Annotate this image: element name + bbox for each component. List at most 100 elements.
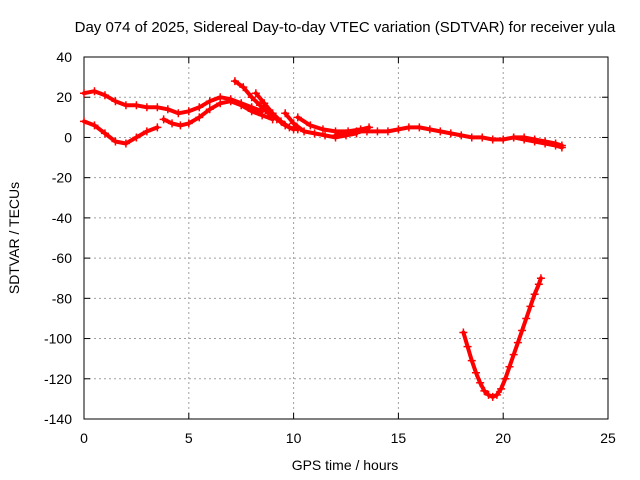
series-arc-8: [331, 123, 566, 150]
data-point: [258, 111, 267, 120]
data-point: [467, 356, 476, 365]
data-point: [121, 139, 130, 148]
data-point: [352, 127, 361, 136]
data-point: [415, 123, 424, 132]
data-point: [404, 123, 413, 132]
series-arc-9: [509, 133, 566, 152]
data-point: [174, 109, 183, 118]
data-point: [488, 392, 497, 401]
data-point: [121, 101, 130, 110]
data-point: [281, 109, 290, 118]
data-point: [237, 101, 246, 110]
data-point: [321, 131, 330, 140]
data-point: [163, 105, 172, 114]
data-point: [111, 137, 120, 146]
data-point: [216, 99, 225, 108]
data-point: [256, 101, 265, 110]
data-point: [446, 129, 455, 138]
data-point: [251, 89, 260, 98]
data-point: [526, 302, 535, 311]
data-point: [394, 125, 403, 134]
y-tick-label: -140: [44, 411, 72, 427]
data-point: [436, 127, 445, 136]
data-point: [342, 129, 350, 138]
y-tick-label: -40: [52, 210, 72, 226]
data-point: [467, 133, 476, 142]
data-point: [480, 386, 489, 395]
x-tick-label: 20: [495, 430, 511, 446]
data-point: [285, 123, 294, 132]
data-point: [476, 378, 485, 387]
y-tick-label: 0: [64, 129, 72, 145]
data-point: [536, 274, 545, 283]
chart-title: Day 074 of 2025, Sidereal Day-to-day VTE…: [75, 19, 616, 36]
data-point: [90, 87, 99, 96]
data-point: [478, 133, 487, 142]
data-marks: [80, 77, 566, 401]
x-tick-label: 25: [600, 430, 616, 446]
data-point: [195, 103, 204, 112]
series-arc-6: [281, 109, 361, 142]
data-point: [457, 131, 466, 140]
data-point: [373, 127, 382, 136]
data-point: [100, 91, 109, 100]
y-tick-label: 20: [56, 89, 72, 105]
x-tick-label: 0: [80, 430, 88, 446]
series-arc-10: [459, 274, 545, 401]
data-point: [184, 107, 193, 116]
data-point: [530, 137, 539, 146]
data-point: [268, 109, 277, 118]
data-point: [100, 129, 109, 138]
data-point: [488, 135, 497, 144]
data-point: [90, 121, 99, 130]
data-point: [518, 326, 527, 335]
data-point: [509, 133, 518, 142]
data-point: [501, 374, 510, 383]
data-point: [277, 117, 286, 126]
data-point: [142, 127, 151, 136]
x-tick-label: 15: [391, 430, 407, 446]
data-point: [195, 113, 204, 122]
plot-frame: [83, 56, 609, 420]
x-tick-label: 5: [185, 430, 193, 446]
data-point: [425, 125, 434, 134]
data-point: [111, 97, 120, 106]
data-point: [205, 97, 214, 106]
data-point: [159, 115, 168, 124]
x-tick-label: 10: [286, 430, 302, 446]
data-point: [505, 362, 514, 371]
data-point: [509, 350, 518, 359]
data-point: [306, 121, 315, 130]
data-point: [530, 290, 539, 299]
data-point: [153, 103, 162, 112]
data-point: [300, 127, 309, 136]
series-arc-1: [80, 117, 162, 148]
data-point: [362, 127, 371, 136]
data-point: [239, 83, 248, 92]
y-tick-label: -100: [44, 331, 72, 347]
data-point: [132, 101, 141, 110]
data-point: [260, 99, 269, 108]
y-axis-label: SDTVAR / TECUs: [6, 182, 22, 294]
data-point: [168, 119, 177, 128]
y-tick-label: -20: [52, 170, 72, 186]
series-line: [82, 119, 160, 146]
data-point: [205, 105, 214, 114]
axis-ticks: 0 5 10 15 20 25 -140 -120 -100 -80 -60 -40 -20 0 20 40: [44, 49, 616, 446]
data-point: [226, 97, 235, 106]
grid: [84, 57, 608, 419]
data-point: [551, 141, 560, 150]
data-point: [293, 113, 302, 122]
data-point: [557, 143, 566, 152]
data-point: [176, 121, 185, 130]
data-point: [80, 89, 88, 98]
data-point: [499, 135, 508, 144]
data-point: [247, 107, 256, 116]
data-point: [142, 103, 151, 112]
data-point: [471, 368, 480, 377]
series-line: [333, 125, 564, 148]
data-point: [318, 125, 327, 134]
data-point: [80, 117, 88, 126]
data-point: [153, 123, 162, 132]
